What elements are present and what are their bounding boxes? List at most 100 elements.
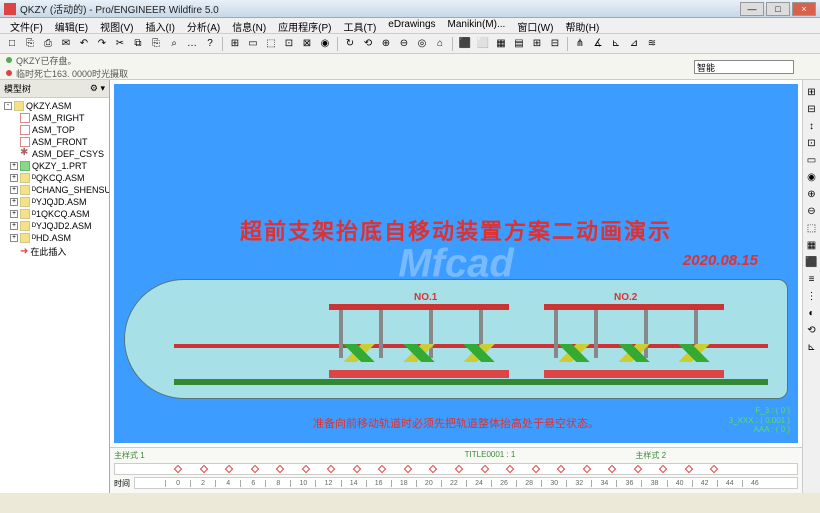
tool-button[interactable]: ↶ [76,36,92,52]
tool-button[interactable]: ⬚ [804,220,820,236]
tool-button[interactable]: ▭ [245,36,261,52]
keyframe-marker[interactable] [685,465,693,473]
menu-item[interactable]: 编辑(E) [49,18,94,33]
tool-button[interactable]: ⎘ [22,36,38,52]
expand-icon[interactable]: - [4,102,12,110]
tool-button[interactable]: ✂ [112,36,128,52]
tool-button[interactable]: ⌕ [166,36,182,52]
tool-button[interactable]: ⊞ [804,84,820,100]
tool-button[interactable]: ⎘ [148,36,164,52]
tree-item[interactable]: +ᴰYJQJD2.ASM [2,220,107,232]
tool-button[interactable]: ▭ [804,152,820,168]
tool-button[interactable]: ⟲ [360,36,376,52]
keyframe-marker[interactable] [174,465,182,473]
minimize-button[interactable]: — [740,2,764,16]
tool-button[interactable]: ⊾ [608,36,624,52]
tool-button[interactable]: ∡ [590,36,606,52]
expand-icon[interactable]: + [10,234,18,242]
tool-button[interactable]: ⟲ [804,322,820,338]
tool-button[interactable]: ↷ [94,36,110,52]
keyframe-marker[interactable] [557,465,565,473]
keyframe-marker[interactable] [582,465,590,473]
tool-button[interactable]: ⊕ [804,186,820,202]
keyframe-marker[interactable] [404,465,412,473]
tool-button[interactable]: □ [4,36,20,52]
tree-item[interactable]: +ᴰ1QKCQ.ASM [2,208,107,220]
tool-button[interactable]: ⊖ [804,203,820,219]
tool-button[interactable]: ⊟ [547,36,563,52]
tree-item[interactable]: +ᴰQKCQ.ASM [2,172,107,184]
expand-icon[interactable]: + [10,198,18,206]
tool-button[interactable]: ⊕ [378,36,394,52]
menu-item[interactable]: Manikin(M)... [442,18,512,33]
expand-icon[interactable]: + [10,222,18,230]
time-ruler[interactable]: 0246810121416182022242628303234363840424… [134,477,798,489]
tool-button[interactable]: ▦ [804,237,820,253]
keyframe-marker[interactable] [710,465,718,473]
tool-button[interactable]: ⬚ [263,36,279,52]
keyframe-marker[interactable] [353,465,361,473]
expand-icon[interactable]: + [10,186,18,194]
expand-icon[interactable]: + [10,210,18,218]
keyframe-marker[interactable] [429,465,437,473]
tree-item[interactable]: ASM_TOP [2,124,107,136]
keyframe-marker[interactable] [250,465,258,473]
tool-button[interactable]: ◉ [804,169,820,185]
tool-button[interactable]: ⊡ [281,36,297,52]
tool-button[interactable]: ◉ [317,36,333,52]
keyframe-marker[interactable] [480,465,488,473]
menu-item[interactable]: 分析(A) [181,18,226,33]
menu-item[interactable]: 文件(F) [4,18,49,33]
tool-button[interactable]: ⊞ [227,36,243,52]
smart-combo[interactable] [694,60,794,74]
tree-item[interactable]: ASM_RIGHT [2,112,107,124]
tool-button[interactable]: ≡ [804,271,820,287]
tool-button[interactable]: ⋔ [572,36,588,52]
tool-button[interactable]: ◎ [414,36,430,52]
menu-item[interactable]: 窗口(W) [511,18,559,33]
tree-item[interactable]: ASM_DEF_CSYS [2,148,107,160]
tool-button[interactable]: … [184,36,200,52]
tool-button[interactable]: ✉ [58,36,74,52]
keyframe-marker[interactable] [199,465,207,473]
timeline-style-2[interactable]: 主样式 2 [635,450,666,461]
tool-button[interactable]: ⊡ [804,135,820,151]
tool-button[interactable]: ? [202,36,218,52]
menu-item[interactable]: 帮助(H) [559,18,605,33]
tool-button[interactable]: ⊟ [804,101,820,117]
keyframe-marker[interactable] [378,465,386,473]
tool-button[interactable]: ⧉ [130,36,146,52]
tool-button[interactable]: ↻ [342,36,358,52]
tool-button[interactable]: ≋ [644,36,660,52]
menu-item[interactable]: 信息(N) [226,18,272,33]
keyframe-marker[interactable] [634,465,642,473]
close-button[interactable]: × [792,2,816,16]
expand-icon[interactable]: + [10,174,18,182]
menu-item[interactable]: 应用程序(P) [272,18,337,33]
keyframe-marker[interactable] [531,465,539,473]
timeline-track[interactable] [114,463,798,475]
tool-button[interactable]: ⊞ [529,36,545,52]
menu-item[interactable]: eDrawings [382,18,441,33]
tool-button[interactable]: ↕ [804,118,820,134]
tree-item[interactable]: ASM_FRONT [2,136,107,148]
keyframe-marker[interactable] [608,465,616,473]
tool-button[interactable]: ⬛ [804,254,820,270]
expand-icon[interactable]: + [10,162,18,170]
tool-button[interactable]: ⊖ [396,36,412,52]
keyframe-marker[interactable] [659,465,667,473]
keyframe-marker[interactable] [455,465,463,473]
tool-button[interactable]: ⋮ [804,288,820,304]
tool-button[interactable]: ⬛ [457,36,473,52]
tool-button[interactable]: ⊿ [626,36,642,52]
menu-item[interactable]: 视图(V) [94,18,139,33]
tool-button[interactable]: ▦ [493,36,509,52]
timeline-style-1[interactable]: 主样式 1 [114,450,145,461]
tree-item[interactable]: -QKZY.ASM [2,100,107,112]
tree-item[interactable]: +ᴰYJQJD.ASM [2,196,107,208]
tree-item[interactable]: ➜在此插入 [2,244,107,259]
keyframe-marker[interactable] [276,465,284,473]
menu-item[interactable]: 工具(T) [338,18,383,33]
tool-button[interactable]: ⬜ [475,36,491,52]
keyframe-marker[interactable] [225,465,233,473]
